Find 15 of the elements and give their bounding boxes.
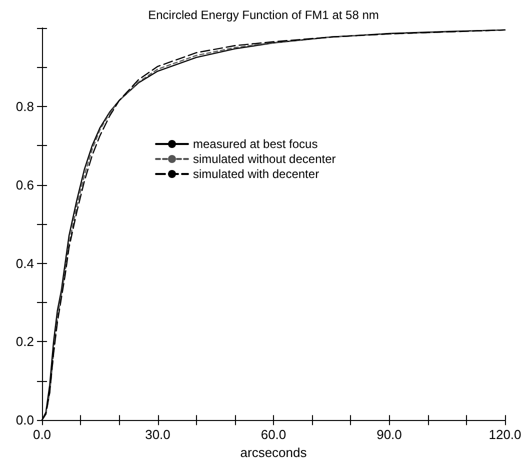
y-tick-label: 0.4: [16, 256, 34, 271]
legend-label: simulated with decenter: [193, 167, 320, 181]
x-tick-label: 90.0: [376, 427, 402, 442]
x-axis-title: arcseconds: [240, 445, 308, 460]
y-tick-label: 0.8: [16, 98, 34, 114]
y-tick-label: 0.6: [16, 177, 34, 192]
x-tick-label: 30.0: [145, 427, 170, 442]
y-tick-label: 0.2: [16, 334, 34, 350]
x-tick-label: 0.0: [32, 427, 52, 442]
x-tick-label: 120.0: [488, 427, 522, 442]
chart-title: Encircled Energy Function of FM1 at 58 nm: [148, 8, 379, 22]
legend-label: measured at best focus: [193, 137, 318, 151]
x-tick-label: 60.0: [260, 427, 286, 442]
y-tick-label: 0.0: [16, 412, 34, 428]
legend-label: simulated without decenter: [193, 152, 336, 166]
